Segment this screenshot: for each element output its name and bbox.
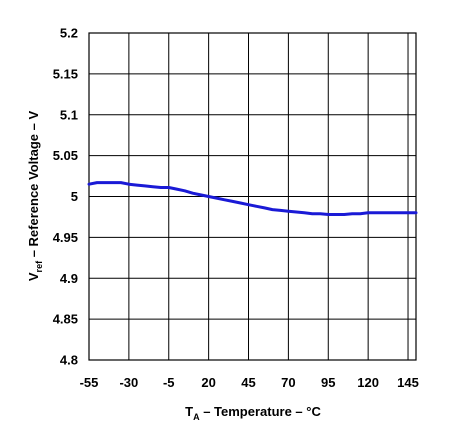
x-tick-label: -5 xyxy=(163,375,175,390)
y-axis-label: Vref – Reference Voltage – V xyxy=(26,111,44,282)
y-tick-label: 5.2 xyxy=(60,26,78,41)
y-tick-label: 5.05 xyxy=(53,148,78,163)
x-tick-label: -55 xyxy=(80,375,99,390)
x-axis-ticks: -55 -30 -5 20 45 70 95 120 145 xyxy=(80,375,419,390)
x-axis-label-main: T xyxy=(185,404,193,419)
x-tick-label: 120 xyxy=(357,375,379,390)
x-tick-label: 95 xyxy=(321,375,335,390)
x-axis-label-sub: A xyxy=(193,412,200,422)
y-axis-label-main: V xyxy=(26,272,41,281)
series-layer xyxy=(87,181,418,216)
y-axis-label-sub: ref xyxy=(34,260,44,273)
grid xyxy=(88,32,417,361)
x-tick-label: 145 xyxy=(397,375,419,390)
y-tick-label: 5.15 xyxy=(53,66,78,81)
x-tick-label: -30 xyxy=(119,375,138,390)
plot-frame xyxy=(88,32,417,361)
y-axis-label-rest: – Reference Voltage – V xyxy=(26,111,41,261)
y-tick-label: 5 xyxy=(71,189,78,204)
y-tick-label: 4.9 xyxy=(60,271,78,286)
x-tick-label: 70 xyxy=(281,375,295,390)
x-tick-label: 20 xyxy=(201,375,215,390)
x-axis-label: TA – Temperature – °C xyxy=(185,404,321,422)
y-tick-label: 4.85 xyxy=(53,312,78,327)
x-axis-label-rest: – Temperature – °C xyxy=(200,404,322,419)
y-tick-label: 4.8 xyxy=(60,353,78,368)
x-tick-label: 45 xyxy=(241,375,255,390)
y-axis-ticks: 4.8 4.85 4.9 4.95 5 5.05 5.1 5.15 5.2 xyxy=(53,26,78,368)
vref-series-line xyxy=(87,181,418,216)
y-tick-label: 4.95 xyxy=(53,230,78,245)
y-tick-label: 5.1 xyxy=(60,107,78,122)
